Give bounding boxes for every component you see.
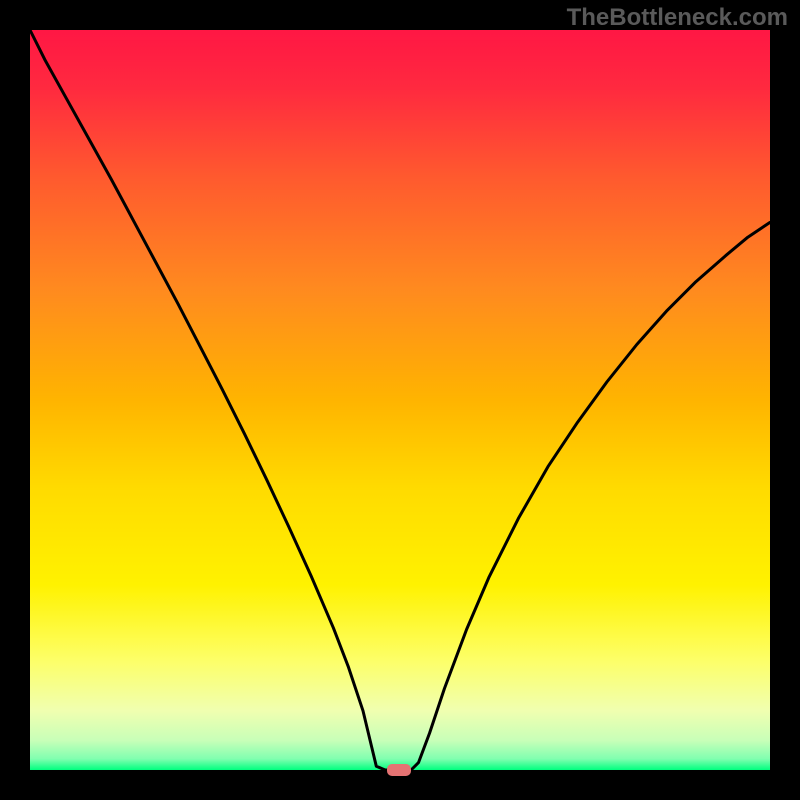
plot-area xyxy=(30,30,770,770)
watermark-text: TheBottleneck.com xyxy=(567,4,788,32)
chart-container: TheBottleneck.com xyxy=(0,0,800,800)
valley-marker xyxy=(387,764,411,776)
